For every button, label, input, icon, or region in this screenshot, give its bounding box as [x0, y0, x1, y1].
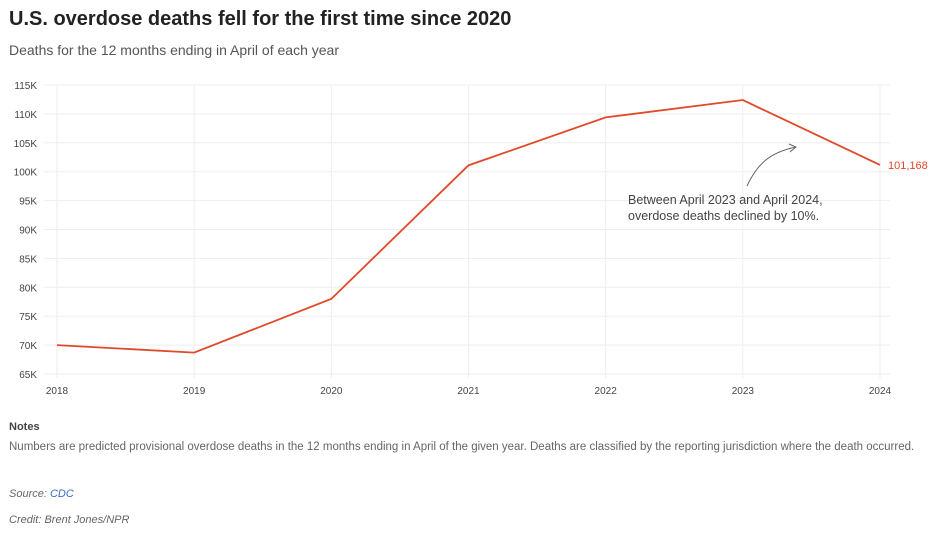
x-tick-label: 2024: [869, 386, 892, 397]
y-tick-label: 100K: [14, 168, 38, 179]
x-tick-label: 2019: [183, 386, 206, 397]
y-tick-label: 80K: [19, 283, 37, 294]
y-tick-label: 105K: [14, 139, 38, 150]
y-tick-label: 70K: [19, 341, 37, 352]
y-tick-label: 95K: [19, 197, 37, 208]
notes-heading: Notes: [9, 421, 40, 433]
source-link[interactable]: CDC: [49, 488, 74, 500]
y-tick-label: 75K: [19, 312, 37, 323]
x-tick-label: 2023: [732, 386, 755, 397]
end-value-label: 101,168: [888, 160, 928, 172]
notes-text: Numbers are predicted provisional overdo…: [9, 441, 915, 453]
annotation-arrow: [746, 146, 797, 187]
x-tick-label: 2022: [595, 386, 618, 397]
chart-subtitle: Deaths for the 12 months ending in April…: [9, 42, 339, 58]
x-tick-label: 2020: [320, 386, 343, 397]
y-tick-label: 115K: [14, 81, 37, 92]
y-tick-label: 65K: [19, 370, 37, 381]
annotation-text: overdose deaths declined by 10%.: [628, 209, 819, 223]
source-label: Source:: [9, 488, 50, 500]
y-tick-label: 110K: [14, 110, 37, 121]
annotation-text: Between April 2023 and April 2024,: [628, 193, 823, 207]
arrow-head-icon: [788, 143, 797, 153]
credit: Credit: Brent Jones/NPR: [9, 514, 130, 526]
y-tick-label: 85K: [19, 254, 37, 265]
x-tick-label: 2021: [457, 386, 480, 397]
x-tick-label: 2018: [46, 386, 69, 397]
y-tick-label: 90K: [19, 226, 37, 237]
line-chart: 65K 70K 75K 80K 85K 90K 95K 100K 105K 110K 115K 201…: [14, 81, 928, 397]
source: Source: CDC: [9, 488, 74, 500]
chart-title: U.S. overdose deaths fell for the first …: [9, 8, 512, 30]
